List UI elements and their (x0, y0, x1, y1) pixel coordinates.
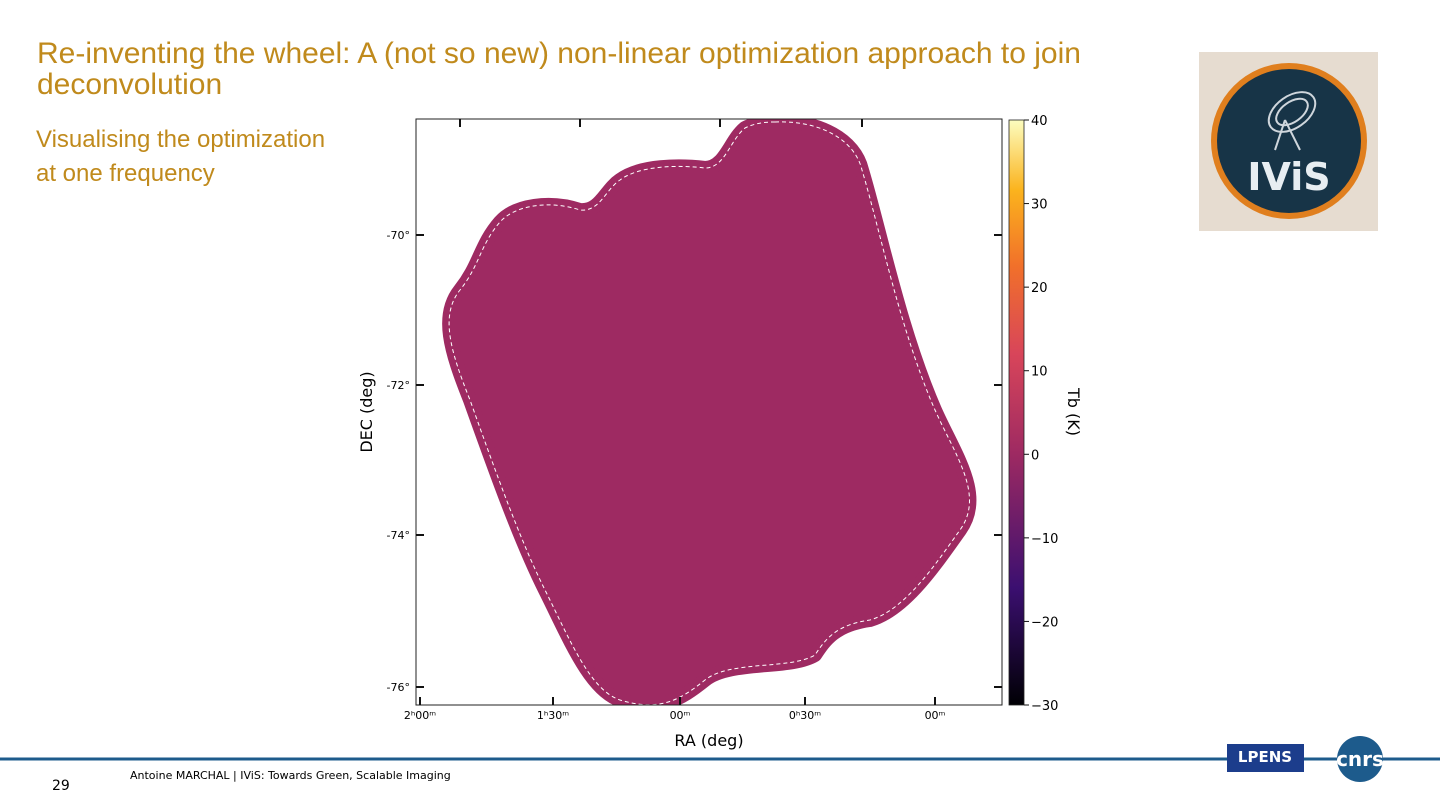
colorbar-tick-label: −20 (1031, 615, 1058, 630)
colorbar-tick-label: 30 (1031, 198, 1048, 213)
y-tick-label: -70° (387, 229, 410, 242)
colorbar-tick-label: 0 (1031, 448, 1039, 463)
y-axis-label: DEC (deg) (357, 371, 376, 452)
badge-text: IViS (1247, 155, 1330, 199)
colorbar-tick-label: −10 (1031, 532, 1058, 547)
x-tick-label: 1ʰ30ᵐ (537, 709, 569, 722)
y-tick-label: -72° (387, 379, 410, 392)
colorbar-tick-label: 40 (1031, 114, 1048, 129)
colorbar-tick-label: 10 (1031, 365, 1048, 380)
x-axis-label: RA (deg) (674, 731, 743, 750)
axes-frame (415, 118, 1003, 706)
colorbar-tick-label: −30 (1031, 699, 1058, 714)
x-tick-label: 2ʰ00ᵐ (404, 709, 436, 722)
x-tick-label: 00ᵐ (925, 709, 946, 722)
y-tick-label: -74° (387, 529, 410, 542)
page-number: 29 (52, 778, 70, 794)
x-tick-label: 00ᵐ (670, 709, 691, 722)
map (442, 119, 977, 705)
colorbar-label: Tb (K) (1064, 387, 1083, 436)
cnrs-logo: cnrs (1336, 747, 1384, 771)
colorbar (1008, 119, 1025, 706)
subtitle-line: at one frequency (36, 160, 215, 187)
slide-title: Re-inventing the wheel: A (not so new) n… (37, 37, 1081, 101)
y-tick-label: -76° (387, 681, 410, 694)
colorbar-tick-label: 20 (1031, 281, 1048, 296)
x-tick-label: 0ʰ30ᵐ (789, 709, 821, 722)
subtitle-line: Visualising the optimization (36, 126, 326, 153)
footer-text: Antoine MARCHAL | IViS: Towards Green, S… (130, 769, 451, 782)
lpens-logo: LPENS (1238, 748, 1292, 766)
